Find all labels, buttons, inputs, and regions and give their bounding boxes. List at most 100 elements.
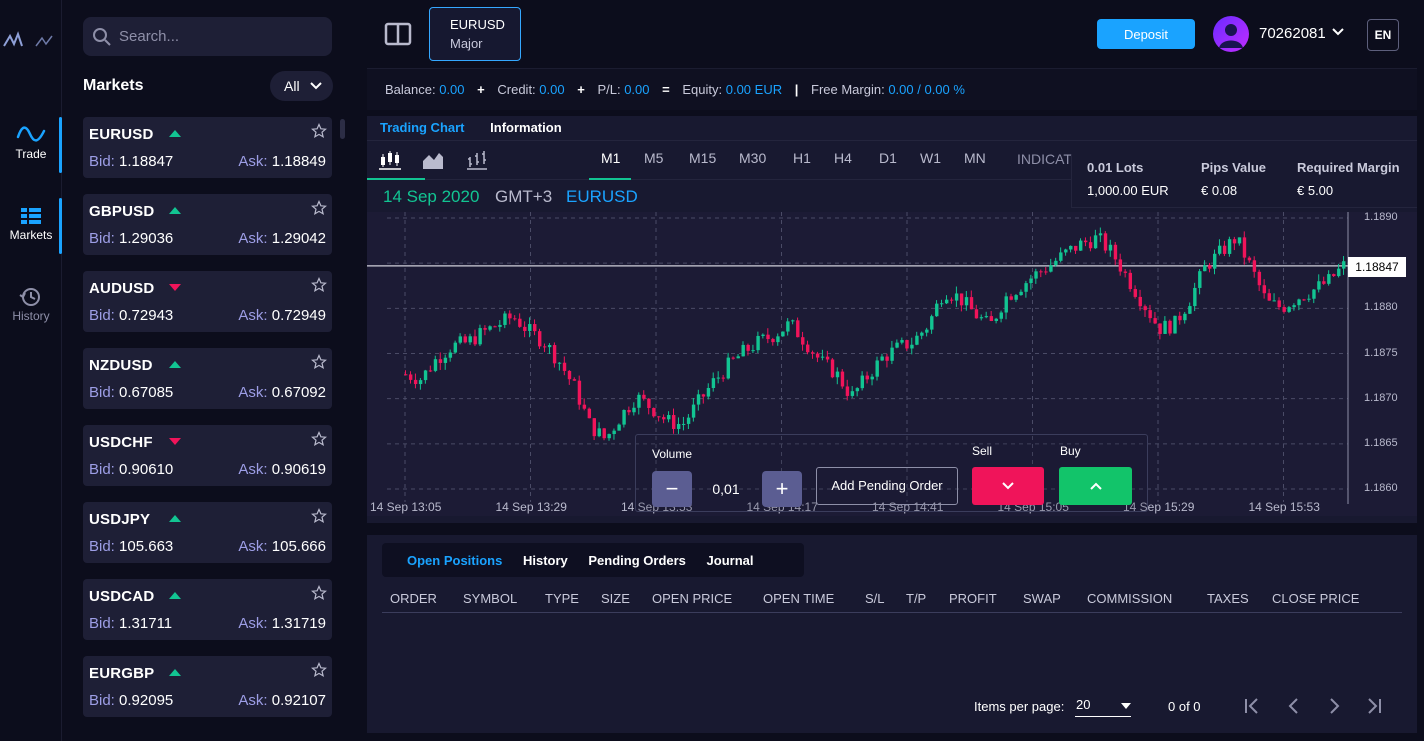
market-ask: Ask: 0.67092 <box>238 384 326 401</box>
star-icon[interactable] <box>311 508 327 524</box>
nav-markets[interactable]: Markets <box>0 198 62 254</box>
candle <box>567 370 572 380</box>
deposit-button[interactable]: Deposit <box>1097 19 1195 49</box>
candle <box>552 345 557 364</box>
market-card-eurusd[interactable]: EURUSD Bid: 1.18847 Ask: 1.18849 <box>83 117 332 178</box>
col-tp[interactable]: T/P <box>906 591 927 606</box>
col-sl[interactable]: S/L <box>865 591 885 606</box>
star-icon[interactable] <box>311 277 327 293</box>
volume-decrease-button[interactable]: − <box>652 471 692 507</box>
area-chart-icon[interactable] <box>421 149 445 171</box>
candlestick-chart-icon[interactable] <box>377 149 403 171</box>
col-size[interactable]: SIZE <box>601 591 630 606</box>
tf-mn[interactable]: MN <box>964 150 986 166</box>
tf-h4[interactable]: H4 <box>834 150 852 166</box>
lot-size-header: 0.01 Lots <box>1087 160 1144 175</box>
market-card-gbpusd[interactable]: GBPUSD Bid: 1.29036 Ask: 1.29042 <box>83 194 332 255</box>
nav-trade[interactable]: Trade <box>0 117 62 173</box>
col-taxes[interactable]: TAXES <box>1207 591 1249 606</box>
price-chart[interactable] <box>367 212 1417 516</box>
logo <box>3 31 53 47</box>
market-ask: Ask: 0.72949 <box>238 307 326 324</box>
chevron-down-icon[interactable] <box>1332 28 1344 36</box>
tf-m15[interactable]: M15 <box>689 150 717 166</box>
market-card-usdjpy[interactable]: USDJPY Bid: 105.663 Ask: 105.666 <box>83 502 332 563</box>
op-plus: + <box>477 82 485 97</box>
star-icon[interactable] <box>311 123 327 139</box>
bid-label: Bid: <box>89 461 115 478</box>
candle <box>1054 260 1058 266</box>
candle <box>959 293 964 306</box>
tab-pending-orders[interactable]: Pending Orders <box>588 553 686 568</box>
market-card-usdcad[interactable]: USDCAD Bid: 1.31711 Ask: 1.31719 <box>83 579 332 640</box>
next-page-icon[interactable] <box>1326 698 1342 714</box>
chevron-down-icon <box>1002 482 1014 490</box>
col-profit[interactable]: PROFIT <box>949 591 997 606</box>
candle <box>1183 313 1187 321</box>
bar-chart-icon[interactable] <box>465 149 489 171</box>
candle <box>1237 237 1242 244</box>
col-open-price[interactable]: OPEN PRICE <box>652 591 733 606</box>
candle <box>1059 252 1063 261</box>
star-icon[interactable] <box>311 200 327 216</box>
col-commission[interactable]: COMMISSION <box>1087 591 1173 606</box>
star-icon[interactable] <box>311 585 327 601</box>
markets-scrollbar[interactable] <box>340 119 345 139</box>
candle <box>612 430 616 435</box>
tab-history[interactable]: History <box>522 553 568 568</box>
col-order[interactable]: ORDER <box>390 591 437 606</box>
candle <box>895 342 899 348</box>
col-type[interactable]: TYPE <box>545 591 579 606</box>
tab-open-positions[interactable]: Open Positions <box>407 553 503 568</box>
tf-m1[interactable]: M1 <box>601 150 621 166</box>
market-card-audusd[interactable]: AUDUSD Bid: 0.72943 Ask: 0.72949 <box>83 271 332 332</box>
bid-value: 1.29036 <box>119 230 174 247</box>
star-icon[interactable] <box>311 662 327 678</box>
candle <box>1203 265 1207 272</box>
tab-trading-chart[interactable]: Trading Chart <box>380 120 465 135</box>
tab-journal[interactable]: Journal <box>706 553 754 568</box>
sell-button[interactable] <box>972 467 1044 505</box>
items-per-page-select[interactable]: 20 <box>1075 697 1131 717</box>
account-number[interactable]: 70262081 <box>1259 25 1326 42</box>
market-card-eurgbp[interactable]: EURGBP Bid: 0.92095 Ask: 0.92107 <box>83 656 332 717</box>
markets-filter-dropdown[interactable]: All <box>270 71 333 101</box>
chevron-up-icon <box>1089 482 1102 490</box>
star-icon[interactable] <box>311 431 327 447</box>
language-button[interactable]: EN <box>1367 19 1399 51</box>
symbol-tab[interactable]: EURUSD Major <box>429 7 521 61</box>
tab-information[interactable]: Information <box>490 120 562 135</box>
candle <box>428 370 433 372</box>
tf-m30[interactable]: M30 <box>739 150 767 166</box>
tf-w1[interactable]: W1 <box>920 150 941 166</box>
col-swap[interactable]: SWAP <box>1023 591 1061 606</box>
last-page-icon[interactable] <box>1364 698 1382 714</box>
market-card-usdchf[interactable]: USDCHF Bid: 0.90610 Ask: 0.90619 <box>83 425 332 486</box>
search-box[interactable] <box>83 17 332 56</box>
add-pending-order-button[interactable]: Add Pending Order <box>816 467 958 505</box>
op-equals: = <box>662 82 670 97</box>
volume-input[interactable] <box>692 471 760 507</box>
candle <box>533 324 537 332</box>
tf-h1[interactable]: H1 <box>793 150 811 166</box>
candle <box>801 337 805 345</box>
star-icon[interactable] <box>311 354 327 370</box>
col-open-time[interactable]: OPEN TIME <box>763 591 835 606</box>
nav-history[interactable]: History <box>0 279 62 335</box>
col-symbol[interactable]: SYMBOL <box>463 591 518 606</box>
volume-increase-button[interactable]: + <box>762 471 802 507</box>
search-input[interactable] <box>119 17 319 56</box>
col-close-price[interactable]: CLOSE PRICE <box>1272 591 1360 606</box>
avatar[interactable] <box>1213 16 1249 52</box>
buy-button[interactable] <box>1059 467 1132 505</box>
market-card-nzdusd[interactable]: NZDUSD Bid: 0.67085 Ask: 0.67092 <box>83 348 332 409</box>
equity-value: 0.00 EUR <box>725 82 783 97</box>
first-page-icon[interactable] <box>1244 698 1262 714</box>
balance-value: 0.00 <box>439 82 465 97</box>
required-margin-header: Required Margin <box>1297 160 1400 175</box>
tf-m5[interactable]: M5 <box>644 150 664 166</box>
layout-icon[interactable] <box>384 22 412 46</box>
market-bid: Bid: 0.72943 <box>89 307 173 324</box>
tf-d1[interactable]: D1 <box>879 150 897 166</box>
prev-page-icon[interactable] <box>1286 698 1302 714</box>
